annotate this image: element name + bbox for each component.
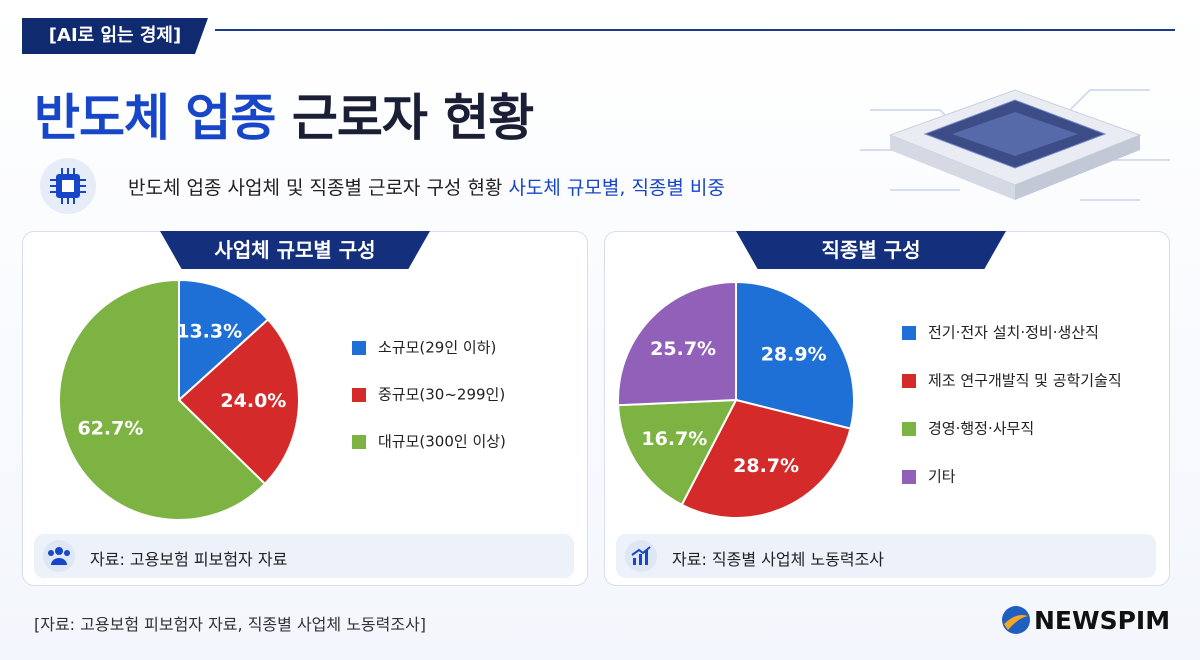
subtitle: 반도체 업종 사업체 및 직종별 근로자 구성 현황 사도체 규모별, 직종별 … — [128, 173, 725, 200]
chart-icon — [625, 540, 657, 572]
legend-swatch — [352, 435, 366, 449]
pie-slice — [617, 398, 738, 507]
logo: NEWSPIM — [1034, 606, 1171, 635]
data-label: 62.7% — [77, 417, 143, 439]
legend-label: 소규모(29인 이하) — [378, 339, 496, 357]
source-bar — [616, 534, 1156, 578]
title-rest: 근로자 현황 — [291, 89, 534, 147]
legend-label: 기타 — [928, 468, 956, 486]
data-label: 24.0% — [220, 390, 286, 412]
pie-slice — [617, 280, 737, 407]
panel-title: 사업체 규모별 구성 — [160, 231, 430, 269]
subtitle-icon — [40, 158, 96, 214]
source-bar — [34, 534, 574, 578]
panel — [22, 231, 588, 586]
data-label: 13.3% — [176, 321, 242, 343]
pie-slice — [735, 280, 855, 430]
subtitle-highlight: 사도체 규모별, 직종별 비중 — [508, 177, 725, 199]
data-label: 28.9% — [761, 343, 827, 365]
pie-chart: 28.9% 전기·전자 설치·정비·생산직 28.7% 제조 연구개발직 및 공학기술… — [617, 280, 1122, 519]
pie-slice — [58, 278, 267, 521]
legend-label: 제조 연구개발직 및 공학기술직 — [928, 372, 1122, 390]
panel-title: 직종별 구성 — [736, 231, 1006, 269]
legend-swatch — [902, 470, 916, 484]
legend-swatch — [352, 341, 366, 355]
footer-source: [자료: 고용보험 피보험자 자료, 직종별 사업체 노동력조사] — [34, 615, 427, 634]
title: 반도체 업종 근로자 현황 — [34, 78, 534, 150]
pie-slice — [177, 318, 300, 486]
legend-swatch — [902, 374, 916, 388]
legend-label: 대규모(300인 이상) — [378, 433, 506, 451]
data-label: 25.7% — [650, 338, 716, 360]
legend-label: 전기·전자 설치·정비·생산직 — [928, 324, 1099, 342]
legend-swatch — [902, 326, 916, 340]
chip-illustration — [860, 89, 1170, 201]
data-label: 16.7% — [641, 428, 707, 450]
divider — [215, 29, 1175, 31]
tag: [AI로 읽는 경제] — [22, 18, 208, 54]
data-label: 28.7% — [733, 455, 799, 477]
panel-source: 자료: 직종별 사업체 노동력조사 — [672, 550, 885, 569]
legend-swatch — [352, 388, 366, 402]
chip-icon — [50, 168, 86, 204]
legend-swatch — [902, 422, 916, 436]
legend-label: 중규모(30~299인) — [378, 386, 505, 404]
panel-source: 자료: 고용보험 피보험자 자료 — [90, 550, 288, 569]
pie-slice — [680, 398, 852, 519]
subtitle-text: 반도체 업종 사업체 및 직종별 근로자 구성 현황 — [128, 177, 503, 199]
title-highlight: 반도체 업종 — [34, 89, 276, 147]
logo-mark — [1002, 606, 1030, 634]
pie-chart: 13.3% 소규모(29인 이하) 24.0% 중규모(30~299인) 62.7% 대규… — [58, 278, 506, 521]
legend-label: 경영·행정·사무직 — [928, 420, 1034, 438]
people-icon — [43, 540, 75, 572]
pie-slice — [178, 278, 270, 403]
